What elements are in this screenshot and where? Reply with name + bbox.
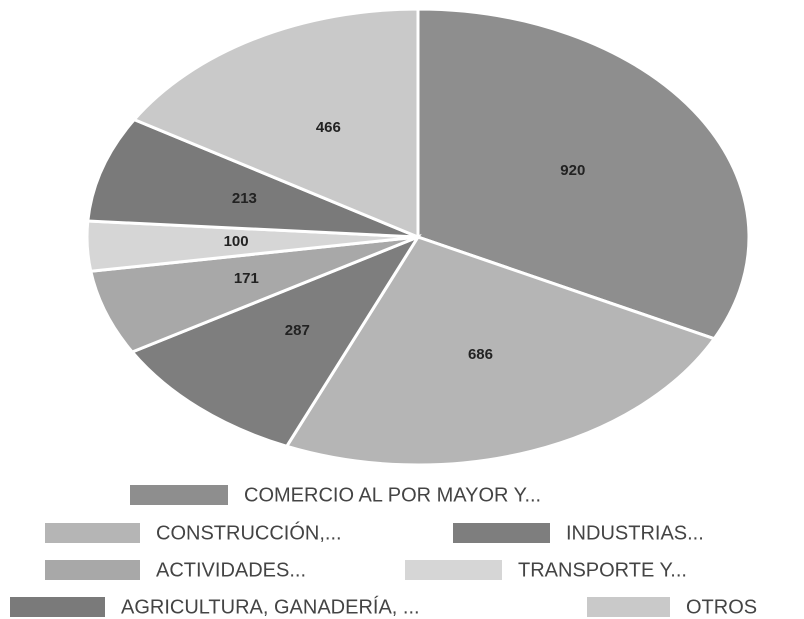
data-label: 686	[468, 346, 493, 363]
legend-label: CONSTRUCCIÓN,...	[156, 521, 342, 544]
pie-slice	[86, 117, 419, 239]
data-label: 466	[316, 119, 341, 136]
legend-swatch	[405, 560, 502, 580]
legend-swatch	[130, 485, 228, 505]
legend-label: AGRICULTURA, GANADERÍA, ...	[121, 595, 420, 618]
legend-label: OTROS	[686, 596, 757, 618]
data-label: 100	[224, 233, 249, 250]
data-label: 171	[234, 270, 259, 287]
data-label: 213	[232, 190, 257, 207]
data-label: 920	[560, 162, 585, 179]
legend-label: COMERCIO AL POR MAYOR Y...	[244, 484, 541, 506]
legend-label: INDUSTRIAS...	[566, 522, 704, 544]
legend-label: ACTIVIDADES...	[156, 559, 306, 581]
legend-swatch	[587, 597, 670, 617]
pie-slice	[284, 235, 717, 467]
legend-swatch	[45, 560, 140, 580]
pie-slice	[416, 7, 751, 341]
pie-slice	[88, 235, 419, 354]
data-label: 287	[285, 322, 310, 339]
pie-slice	[131, 7, 420, 240]
legend-swatch	[10, 597, 105, 617]
legend-swatch	[453, 523, 550, 543]
legend-label: TRANSPORTE Y...	[518, 559, 687, 581]
pie-slice	[129, 233, 422, 449]
legend-swatch	[45, 523, 140, 543]
